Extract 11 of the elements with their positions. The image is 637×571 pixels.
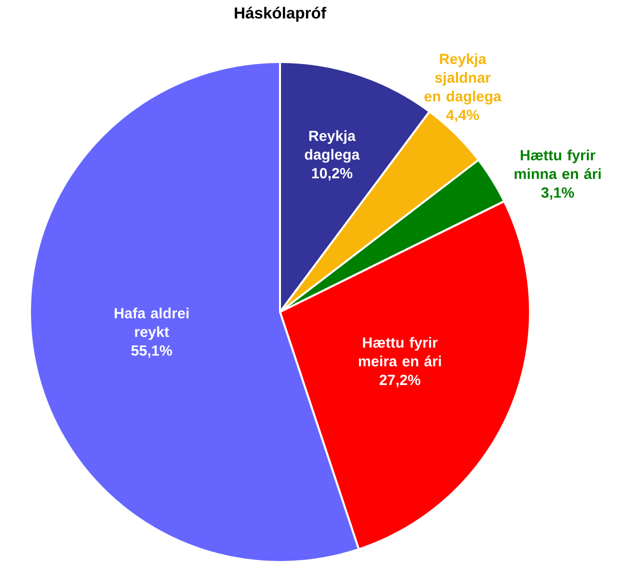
data-label: 4,4%	[446, 110, 480, 122]
slice-label: Hafa aldrei reykt	[114, 308, 189, 340]
slice-label: Hættu fyrir meira en ári	[358, 337, 441, 366]
slice-label: Hættu fyrir minna en ári	[514, 150, 601, 180]
data-label: 27,2%	[380, 374, 420, 388]
data-label: 3,1%	[541, 187, 574, 200]
chart-title: Háskólapróf	[234, 6, 326, 22]
data-label: 10,2%	[312, 168, 352, 181]
data-label: 55,1%	[131, 345, 172, 358]
slice-label: Reykja sjaldnar en daglega	[424, 53, 502, 104]
slice-label: Reykja daglega	[304, 130, 360, 163]
